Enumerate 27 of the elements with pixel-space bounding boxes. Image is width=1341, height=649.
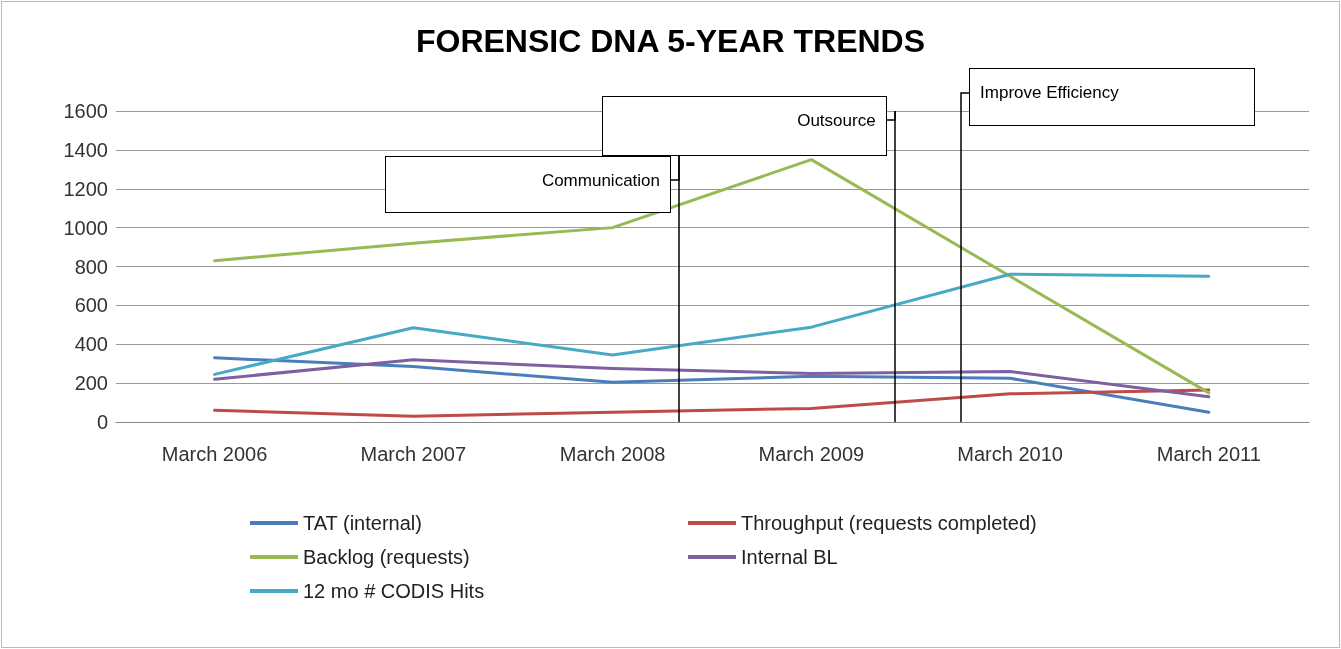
x-tick-label: March 2006 [161,443,268,465]
ref-line-label: Communication [541,171,660,190]
legend-label: Throughput (requests completed) [741,512,1037,534]
x-tick-label: March 2010 [957,443,1063,465]
legend-label: Internal BL [741,546,838,568]
legend-label: Backlog (requests) [303,546,470,568]
legend-label: Improve Efficiency [980,83,1119,102]
y-tick-label: 600 [74,294,108,317]
callout: Improve Efficiency [960,67,1257,127]
callout: Communication [384,155,680,214]
ref-line-label: Outsource [797,111,876,130]
chart-title: FORENSIC DNA 5-YEAR TRENDS [415,23,926,59]
callout: Outsource [600,95,896,157]
x-tick-label: March 2011 [1156,443,1261,465]
x-tick-label: March 2008 [559,443,666,465]
legend-label: TAT (internal) [303,512,422,534]
y-tick-label: 1200 [63,177,108,200]
y-tick-label: 0 [96,411,108,433]
y-tick-label: 1000 [63,216,108,239]
legend-label: 12 mo # CODIS Hits [303,580,485,602]
x-tick-label: March 2007 [360,443,467,465]
y-tick-label: 1600 [63,100,108,122]
y-tick-label: 200 [74,372,108,395]
y-tick-label: 800 [74,255,108,278]
y-tick-label: 400 [74,333,108,356]
x-tick-label: March 2009 [758,443,865,465]
y-tick-label: 1400 [63,138,108,161]
